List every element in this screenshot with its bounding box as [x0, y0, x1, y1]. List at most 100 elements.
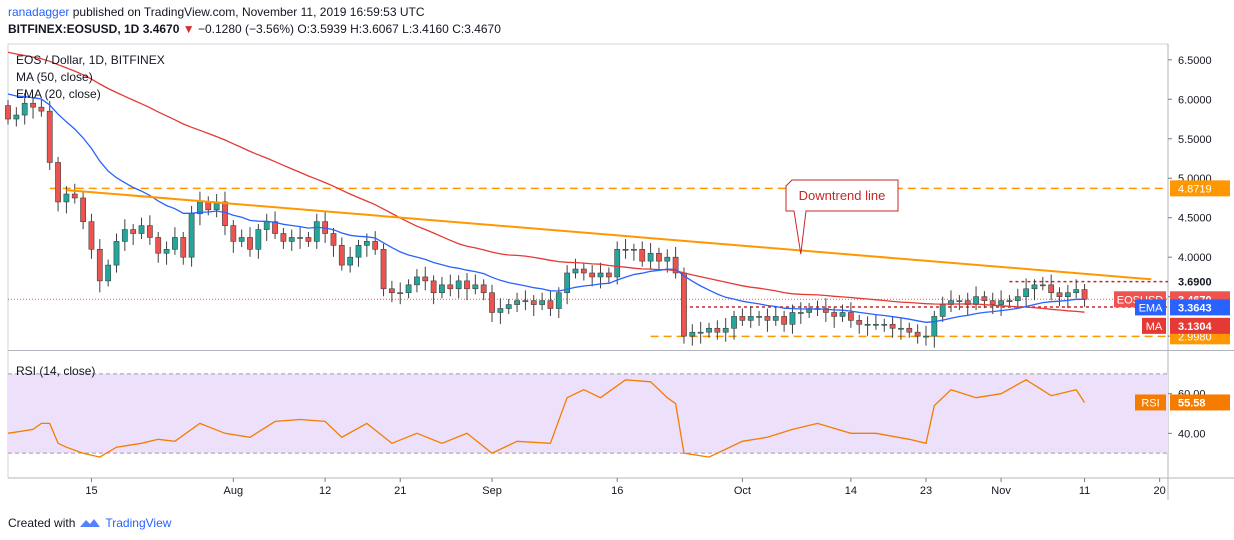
candle: [388, 280, 395, 303]
candle: [397, 282, 404, 305]
time-tick-label: 12: [319, 485, 331, 497]
candle-body: [63, 193, 70, 203]
candle: [873, 314, 879, 330]
candle-body: [555, 292, 562, 309]
candle-body: [889, 324, 896, 329]
candle: [898, 317, 904, 340]
candle: [1023, 278, 1030, 307]
candle: [781, 310, 788, 332]
candle-body: [547, 300, 554, 309]
candle: [639, 241, 646, 267]
price-chart[interactable]: 6.50006.00005.50005.00004.50004.00003.50…: [0, 40, 1234, 510]
candle-body: [747, 316, 754, 321]
footer-brand[interactable]: TradingView: [105, 516, 172, 530]
candle-body: [414, 276, 420, 286]
candle-body: [55, 162, 61, 203]
candle-body: [338, 245, 345, 266]
publisher-name[interactable]: ranadagger: [8, 5, 70, 19]
candle: [1006, 295, 1013, 307]
candle-body: [163, 248, 170, 254]
candle-body: [697, 331, 704, 334]
candle-body: [756, 316, 762, 318]
candle-body: [330, 233, 337, 246]
candle: [155, 231, 162, 263]
candle: [71, 183, 78, 204]
candle: [138, 217, 145, 240]
candle-body: [672, 256, 679, 274]
candle: [372, 231, 379, 255]
candle: [263, 213, 270, 242]
candle-body: [80, 197, 86, 222]
marker-name-tag: [1135, 299, 1166, 316]
candle: [247, 227, 253, 257]
candle: [681, 267, 687, 344]
candle-body: [255, 229, 262, 250]
level-label: 2.9980: [1178, 331, 1212, 343]
candle: [1064, 284, 1071, 309]
last-price: 3.4670: [142, 22, 180, 36]
candle: [847, 302, 854, 328]
candle: [622, 239, 629, 259]
candle-body: [564, 272, 571, 294]
candle: [956, 295, 963, 311]
candle-body: [881, 324, 888, 326]
candle-body: [422, 276, 429, 282]
marker-ema: EMA 3.3643: [1135, 299, 1230, 316]
candle: [280, 227, 287, 249]
candle-body: [514, 300, 520, 305]
candle-body: [964, 300, 971, 305]
candle-body: [981, 296, 988, 301]
candle-body: [238, 237, 245, 242]
candle-body: [155, 237, 162, 254]
candle-body: [664, 256, 671, 262]
symbol-info: BITFINEX:EOSUSD, 1D 3.4670 ▼ −0.1280 (−3…: [8, 22, 501, 36]
candle-body: [397, 292, 404, 295]
candle: [197, 191, 203, 226]
candle: [30, 97, 36, 119]
price-change: −0.1280 (−3.56%): [197, 22, 295, 36]
candle-body: [597, 272, 604, 278]
candle: [889, 316, 896, 338]
candle: [772, 306, 779, 326]
candle: [756, 310, 762, 326]
callout-text: Downtrend line: [799, 188, 886, 203]
candle: [914, 324, 921, 344]
candle-body: [622, 248, 629, 251]
candle: [439, 276, 445, 299]
candle: [614, 241, 621, 285]
candle-body: [1064, 292, 1071, 297]
candle-body: [497, 308, 504, 313]
marker-value: 55.58: [1178, 397, 1206, 409]
candle: [330, 227, 337, 257]
time-tick-label: 23: [920, 485, 932, 497]
candle-body: [297, 237, 303, 239]
candle-body: [998, 300, 1004, 305]
candle-body: [88, 221, 95, 250]
candle-body: [989, 300, 996, 305]
legend-ma: MA (50, close): [16, 70, 93, 84]
candle: [547, 290, 554, 317]
candle: [923, 325, 929, 346]
candle: [881, 318, 888, 332]
candle-body: [939, 304, 946, 317]
candle-body: [706, 327, 712, 333]
candle-body: [797, 312, 804, 314]
time-tick-label: 21: [394, 485, 406, 497]
candle: [1081, 284, 1088, 307]
candle-body: [923, 335, 929, 338]
marker-value-tag: [1170, 299, 1230, 316]
candle-body: [822, 308, 829, 313]
candle-body: [1031, 284, 1038, 290]
candle: [739, 308, 746, 326]
candle: [656, 247, 662, 271]
publish-date: published on TradingView.com, November 1…: [72, 5, 425, 19]
candle: [430, 275, 437, 305]
candle-body: [5, 105, 11, 120]
candle-body: [480, 284, 487, 294]
candle-body: [647, 252, 654, 262]
candle: [130, 224, 137, 245]
candle-body: [388, 288, 395, 294]
candle: [647, 242, 654, 269]
candle: [347, 246, 354, 273]
candle: [414, 269, 420, 293]
